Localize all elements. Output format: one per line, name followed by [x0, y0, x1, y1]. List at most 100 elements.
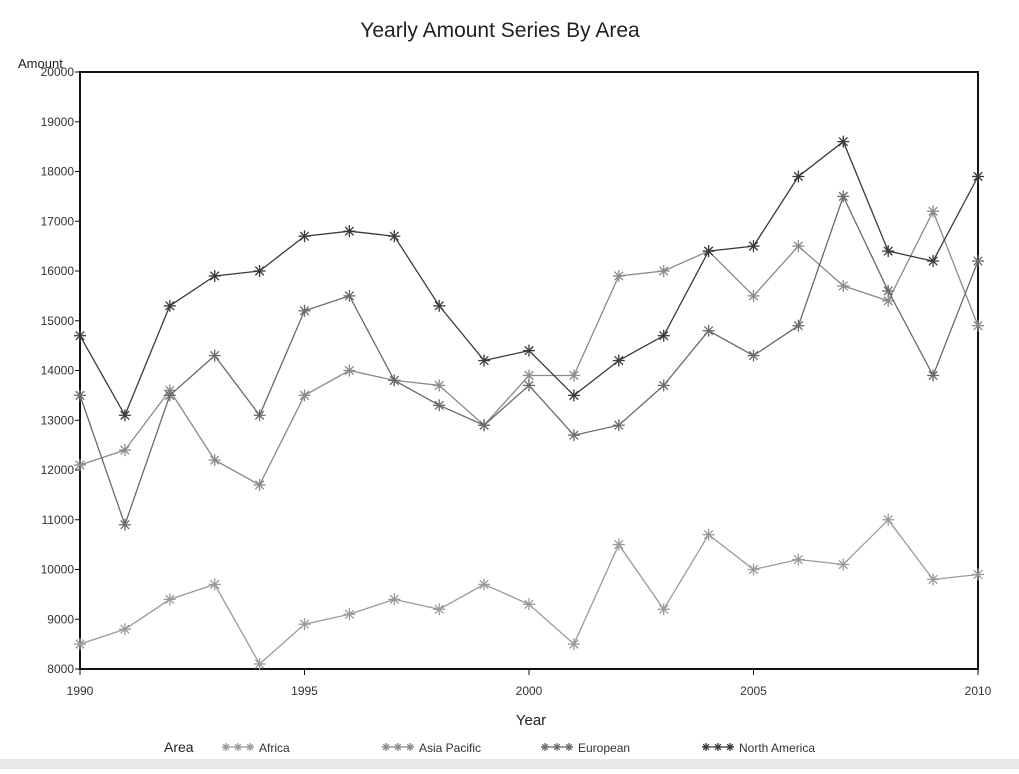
data-point-africa — [657, 603, 670, 616]
data-point-north-america — [927, 255, 940, 268]
bottom-bar — [0, 759, 1019, 769]
data-point-asia-pacific — [74, 459, 86, 472]
data-point-north-america — [523, 344, 535, 357]
data-point-north-america — [74, 329, 86, 342]
data-point-africa — [118, 623, 131, 636]
data-point-asia-pacific — [972, 319, 984, 332]
data-point-north-america — [433, 299, 446, 312]
data-point-africa — [972, 568, 984, 581]
data-point-africa — [567, 638, 580, 651]
data-point-european — [163, 389, 176, 402]
legend-marker — [565, 743, 573, 751]
legend-marker — [234, 743, 242, 751]
data-point-africa — [433, 603, 446, 616]
x-tick-label: 2005 — [740, 684, 767, 698]
data-point-north-america — [702, 245, 715, 258]
y-tick-label: 12000 — [41, 463, 75, 477]
legend-marker — [726, 743, 734, 751]
legend-marker — [222, 743, 230, 751]
data-point-africa — [163, 593, 176, 606]
data-point-north-america — [163, 299, 176, 312]
legend-marker — [406, 743, 414, 751]
data-point-european — [882, 284, 895, 297]
data-point-european — [612, 419, 625, 432]
data-point-africa — [927, 573, 940, 586]
data-point-north-america — [343, 225, 356, 238]
y-tick-label: 19000 — [41, 115, 75, 129]
legend-marker — [541, 743, 549, 751]
data-point-asia-pacific — [298, 389, 311, 402]
data-point-africa — [253, 658, 266, 671]
legend-label: Africa — [259, 741, 290, 755]
y-tick-label: 17000 — [41, 214, 75, 228]
data-point-asia-pacific — [927, 205, 940, 218]
data-point-north-america — [567, 389, 580, 402]
data-point-north-america — [657, 329, 670, 342]
data-point-africa — [478, 578, 491, 591]
data-point-asia-pacific — [612, 269, 625, 282]
data-point-africa — [343, 608, 356, 621]
data-point-asia-pacific — [657, 265, 670, 277]
data-point-asia-pacific — [118, 444, 131, 457]
data-point-north-america — [208, 269, 221, 282]
data-point-africa — [792, 553, 805, 566]
data-point-north-america — [118, 409, 131, 422]
data-point-european — [927, 369, 940, 382]
y-tick-label: 8000 — [47, 662, 74, 676]
x-tick-label: 1995 — [291, 684, 318, 698]
legend-marker — [394, 743, 402, 751]
data-point-north-america — [612, 354, 625, 367]
data-point-european — [792, 319, 805, 332]
series-layer — [74, 135, 984, 671]
data-point-north-america — [882, 245, 895, 258]
data-point-asia-pacific — [567, 369, 580, 382]
data-point-north-america — [298, 230, 311, 243]
data-point-asia-pacific — [253, 478, 266, 491]
data-point-european — [253, 409, 266, 422]
data-point-european — [208, 349, 221, 362]
data-point-european — [433, 399, 446, 412]
data-point-asia-pacific — [208, 454, 221, 467]
legend-label: European — [578, 741, 630, 755]
legend-item-european: European — [541, 741, 630, 755]
x-tick-label: 2000 — [516, 684, 543, 698]
y-axis-label: Amount — [18, 56, 63, 71]
legend-label: North America — [739, 741, 815, 755]
data-point-africa — [612, 538, 625, 551]
data-point-africa — [208, 578, 221, 591]
chart-title: Yearly Amount Series By Area — [360, 19, 640, 42]
legend-item-africa: Africa — [222, 741, 290, 755]
data-point-north-america — [253, 265, 266, 277]
data-point-european — [523, 379, 535, 392]
data-point-european — [972, 255, 984, 268]
y-tick-label: 9000 — [47, 612, 74, 626]
data-point-africa — [882, 513, 895, 526]
legend: Area Africa Asia Pacific European North Ame… — [164, 739, 815, 755]
data-point-european — [388, 374, 401, 387]
y-tick-label: 13000 — [41, 413, 75, 427]
data-point-european — [74, 389, 86, 402]
data-point-africa — [837, 558, 850, 571]
data-point-africa — [747, 563, 760, 576]
legend-item-north-america: North America — [702, 741, 815, 755]
data-point-european — [567, 429, 580, 442]
data-point-north-america — [837, 135, 850, 148]
data-point-africa — [523, 598, 535, 611]
legend-item-asia-pacific: Asia Pacific — [382, 741, 481, 755]
series-line-africa — [79, 518, 979, 666]
x-axis-ticks: 1990 1995 2000 2005 2010 — [67, 669, 992, 698]
data-point-north-america — [747, 240, 760, 253]
data-point-africa — [298, 618, 311, 631]
y-tick-label: 11000 — [42, 513, 75, 527]
data-point-africa — [388, 593, 401, 606]
y-axis-ticks: 8000 9000 10000 11000 12000 13000 14000 15000 16… — [41, 65, 80, 676]
data-point-north-america — [972, 170, 984, 183]
legend-title: Area — [164, 739, 194, 755]
data-point-european — [837, 190, 850, 203]
legend-marker — [382, 743, 390, 751]
y-tick-label: 14000 — [41, 364, 75, 378]
y-tick-label: 18000 — [41, 165, 75, 179]
data-point-asia-pacific — [747, 289, 760, 302]
